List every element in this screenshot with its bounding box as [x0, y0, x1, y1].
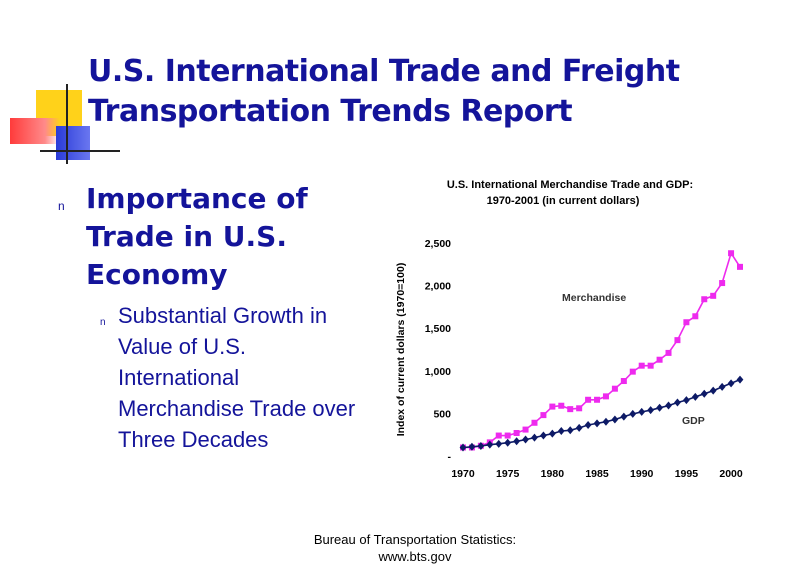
merchandise-data-point — [522, 426, 529, 433]
sub-bullet-text: Substantial Growth in Value of U.S. Inte… — [118, 303, 356, 452]
gdp-data-point — [620, 412, 628, 421]
x-tick-label: 1990 — [630, 468, 654, 480]
gdp-data-point — [647, 406, 655, 415]
y-tick-label: 1,000 — [425, 366, 451, 378]
chart-subtitle: 1970-2001 (in current dollars) — [487, 195, 640, 207]
y-tick-label: - — [448, 451, 452, 463]
gdp-data-point — [656, 403, 663, 412]
gdp-data-point — [557, 426, 565, 435]
y-tick-label: 2,000 — [425, 281, 451, 293]
merchandise-data-point — [549, 403, 556, 410]
slide-title: U.S. International Trade and Freight Tra… — [88, 54, 680, 129]
gdp-data-point — [691, 392, 699, 401]
merchandise-data-point — [567, 406, 574, 413]
bullet-marker-icon: n — [58, 199, 65, 213]
gdp-data-point — [593, 419, 601, 428]
gdp-data-point — [665, 401, 672, 410]
merchandise-data-point — [656, 356, 663, 363]
y-axis-label: Index of current dollars (1970=100) — [395, 263, 407, 437]
merchandise-data-point — [540, 412, 547, 419]
decor-horizontal-line — [40, 150, 120, 152]
merchandise-data-point — [692, 313, 699, 320]
gdp-data-point — [513, 437, 521, 446]
gdp-data-point — [495, 439, 503, 448]
gdp-series-line — [462, 378, 741, 449]
gdp-data-point — [629, 409, 637, 418]
merchandise-data-point — [710, 292, 717, 299]
merchandise-data-point — [504, 432, 511, 439]
merchandise-data-point — [611, 385, 618, 392]
decor-blue-square — [56, 126, 90, 160]
gdp-data-point — [575, 423, 583, 432]
merchandise-data-point — [629, 368, 636, 375]
bullet-heading: Importance of Trade in U.S. Economy — [86, 182, 308, 291]
gdp-data-point — [540, 431, 547, 440]
x-tick-label: 1985 — [585, 468, 609, 480]
gdp-data-point — [486, 440, 494, 449]
gdp-data-point — [584, 420, 592, 429]
trade-gdp-chart: U.S. International Merchandise Trade and… — [395, 179, 744, 480]
x-tick-label: 1970 — [451, 468, 475, 480]
merchandise-data-point — [585, 396, 592, 403]
merchandise-data-point — [647, 362, 654, 369]
merchandise-data-point — [674, 337, 681, 344]
sub-bullet-marker-icon: n — [100, 317, 106, 328]
footer-source-url: www.bts.gov — [378, 549, 452, 564]
merchandise-data-point — [594, 396, 601, 403]
y-tick-label: 1,500 — [425, 323, 451, 335]
gdp-data-point — [700, 389, 708, 398]
source-footer: Bureau of Transportation Statistics: www… — [270, 531, 560, 565]
gdp-data-point — [504, 438, 512, 447]
gdp-data-point — [611, 415, 619, 424]
merchandise-data-point — [513, 429, 520, 436]
gdp-data-point — [718, 382, 726, 391]
x-tick-label: 2000 — [719, 468, 743, 480]
merchandise-data-point — [737, 263, 743, 270]
decor-red-bar — [10, 118, 60, 144]
merchandise-data-point — [558, 402, 565, 409]
y-tick-label: 500 — [433, 408, 451, 420]
gdp-data-point — [736, 375, 744, 384]
gdp-series-label: GDP — [682, 415, 705, 427]
gdp-data-point — [727, 379, 735, 388]
gdp-data-point — [566, 426, 574, 435]
merchandise-data-point — [602, 393, 609, 400]
y-tick-label: 2,500 — [425, 238, 451, 250]
gdp-data-point — [531, 433, 538, 442]
x-tick-label: 1980 — [541, 468, 565, 480]
merchandise-data-point — [719, 280, 726, 287]
merchandise-data-point — [495, 432, 502, 439]
x-tick-label: 1995 — [675, 468, 699, 480]
merchandise-data-point — [683, 319, 690, 326]
gdp-data-point — [548, 429, 556, 438]
gdp-data-point — [682, 396, 690, 405]
gdp-data-point — [709, 386, 717, 395]
merchandise-data-point — [665, 349, 672, 356]
gdp-data-point — [638, 407, 646, 416]
merchandise-series-label: Merchandise — [562, 292, 626, 304]
gdp-data-point — [522, 435, 529, 444]
merchandise-data-point — [620, 378, 627, 385]
merchandise-data-point — [531, 419, 538, 426]
decor-vertical-line — [66, 84, 68, 164]
merchandise-data-point — [701, 296, 708, 303]
gdp-data-point — [674, 398, 681, 407]
footer-source-name: Bureau of Transportation Statistics: — [313, 532, 517, 547]
merchandise-data-point — [576, 405, 583, 412]
x-tick-label: 1975 — [496, 468, 520, 480]
gdp-data-point — [602, 417, 610, 426]
chart-title: U.S. International Merchandise Trade and… — [447, 179, 693, 191]
merchandise-data-point — [728, 250, 735, 257]
merchandise-data-point — [638, 362, 645, 369]
